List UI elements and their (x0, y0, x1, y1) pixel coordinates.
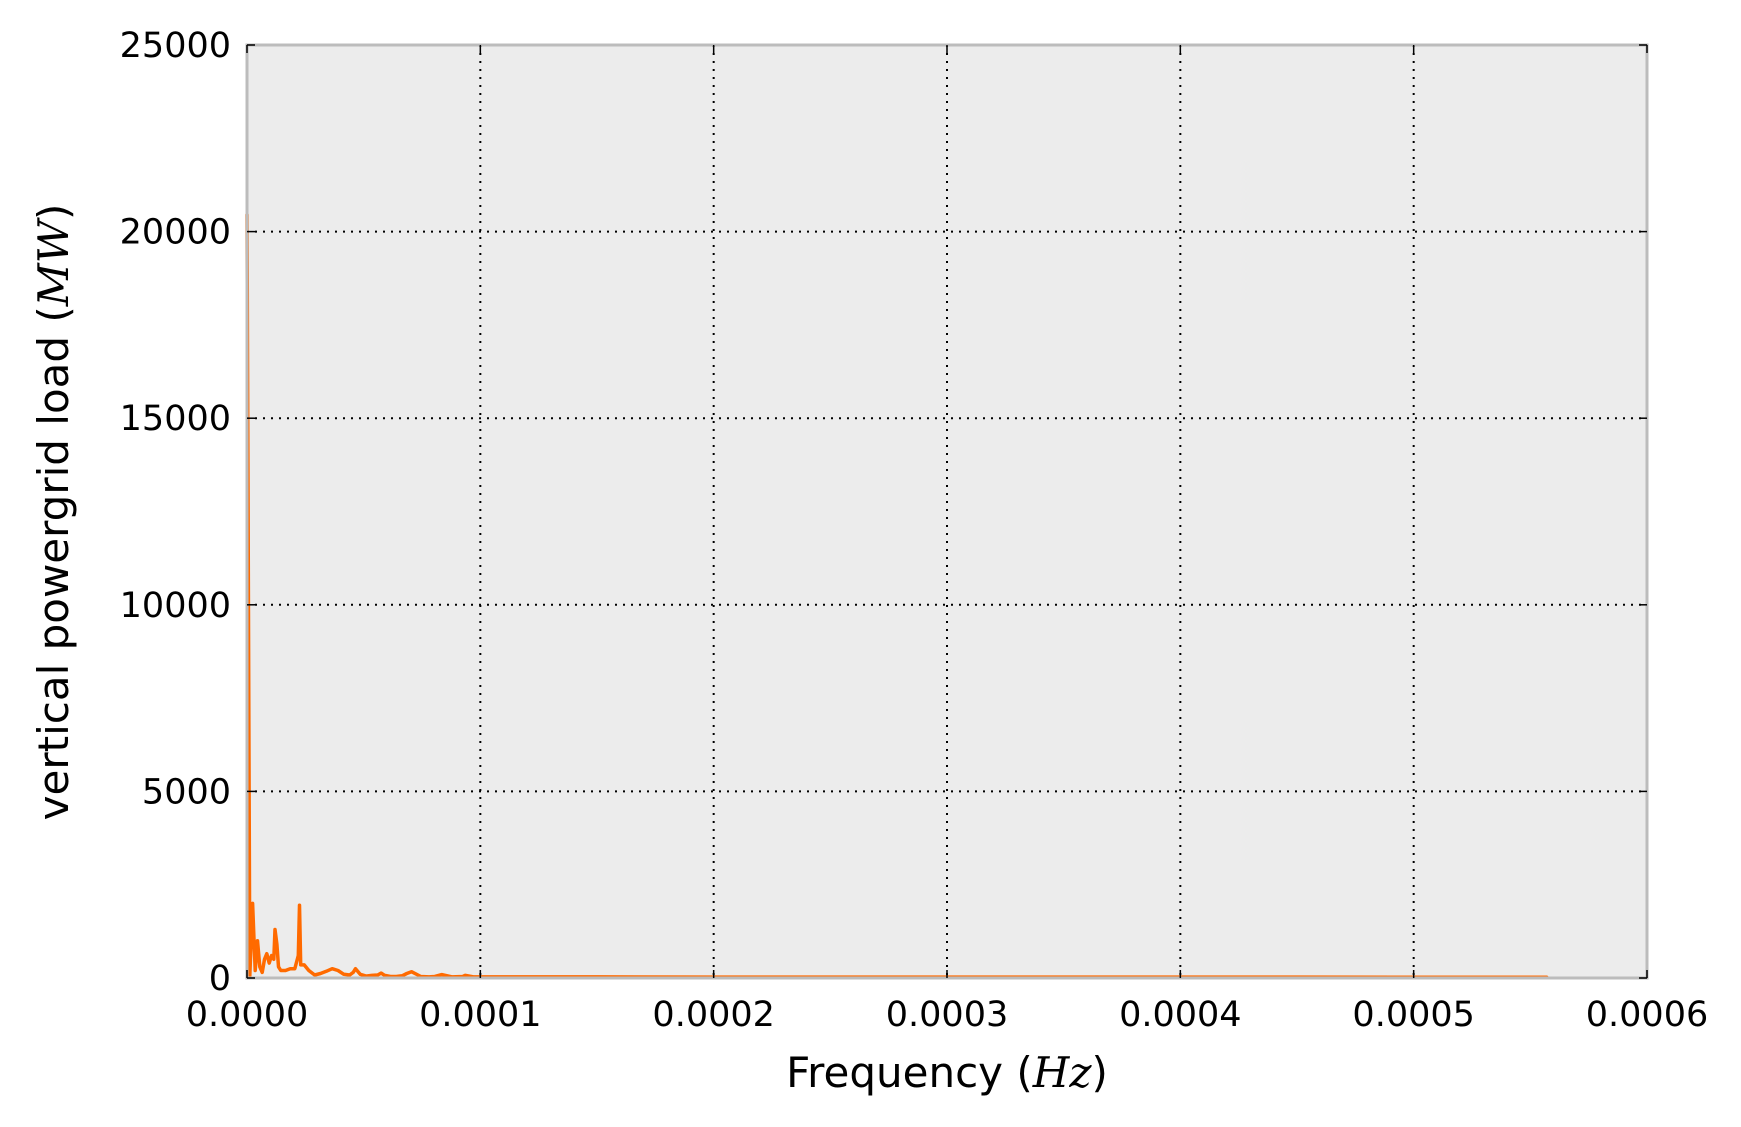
x-tick-label: 0.0003 (886, 995, 1008, 1035)
y-axis-label-unit: MW (29, 216, 78, 307)
y-axis-label: vertical powergrid load (MW) (29, 204, 78, 821)
x-tick-label: 0.0006 (1586, 995, 1708, 1035)
y-tick-label: 5000 (142, 772, 231, 812)
x-axis-label-suffix: ) (1092, 1048, 1108, 1097)
x-tick-label: 0.0002 (652, 995, 774, 1035)
y-tick-label: 0 (209, 959, 231, 999)
x-tick-labels: 0.0000 0.0001 0.0002 0.0003 0.0004 0.0005 0.00… (186, 995, 1708, 1035)
x-tick-label: 0.0004 (1119, 995, 1241, 1035)
x-axis-label-prefix: Frequency ( (786, 1048, 1033, 1097)
x-tick-label: 0.0005 (1352, 995, 1474, 1035)
y-tick-labels: 0 5000 10000 15000 20000 25000 (120, 26, 231, 999)
x-axis-label: Frequency (Hz) (786, 1048, 1108, 1097)
y-axis-label-suffix: ) (29, 204, 78, 220)
y-tick-label: 25000 (120, 26, 231, 66)
grid-lines (247, 45, 1647, 978)
y-tick-label: 20000 (120, 213, 231, 253)
tick-marks (246, 44, 1648, 979)
x-tick-label: 0.0000 (186, 995, 308, 1035)
y-tick-label: 10000 (120, 586, 231, 626)
y-axis-label-prefix: vertical powergrid load ( (29, 306, 78, 820)
x-axis-label-unit: Hz (1032, 1048, 1093, 1097)
y-tick-label: 15000 (120, 399, 231, 439)
x-tick-label: 0.0001 (419, 995, 541, 1035)
